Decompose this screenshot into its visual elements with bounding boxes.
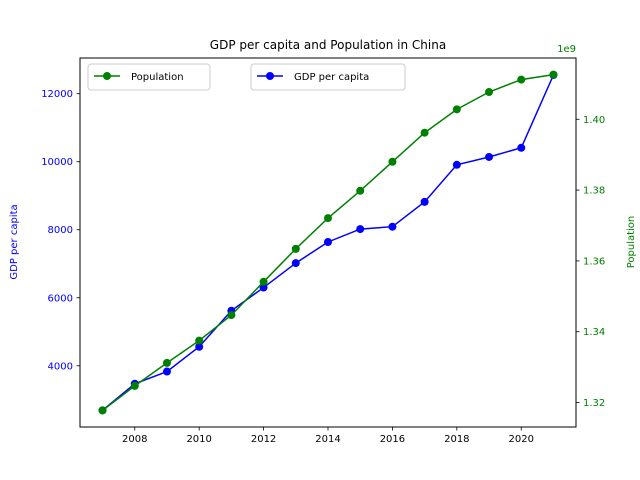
legend-gdp-box	[250, 63, 406, 91]
x-tick-label: 2020	[509, 434, 534, 445]
point-population-2017	[420, 128, 429, 137]
point-population-2016	[388, 157, 397, 166]
legend-population-marker	[103, 72, 111, 80]
point-gdp-per-capita-2012	[259, 283, 268, 292]
y-left-tick-label: 4000	[48, 361, 73, 372]
point-gdp-per-capita-2017	[420, 197, 429, 206]
point-population-2013	[291, 244, 300, 253]
point-population-2015	[356, 186, 365, 195]
point-gdp-per-capita-2015	[356, 225, 365, 234]
legend-gdp: GDP per capita	[250, 63, 406, 91]
y-right-tick-label: 1.34	[583, 327, 605, 338]
point-gdp-per-capita-2013	[291, 259, 300, 268]
x-tick-label: 2018	[444, 434, 469, 445]
legend-population-box	[87, 63, 211, 91]
y-right-tick-label: 1.38	[583, 186, 605, 197]
y-axis-left-label: GDP per capita	[9, 204, 20, 279]
point-population-2021	[549, 70, 558, 79]
point-gdp-per-capita-2010	[195, 342, 204, 351]
x-tick-label: 2010	[186, 434, 211, 445]
point-gdp-per-capita-2016	[388, 222, 397, 231]
x-tick-label: 2014	[315, 434, 340, 445]
x-tick-label: 2012	[251, 434, 276, 445]
legend-gdp-marker	[266, 72, 274, 80]
y-left-tick-label: 10000	[41, 157, 73, 168]
point-population-2012	[259, 277, 268, 286]
point-population-2009	[162, 358, 171, 367]
y-axis-right-label: Population	[626, 216, 637, 269]
y-right-tick-label: 1.32	[583, 398, 605, 409]
x-axis: 2008 2010 2012 2014 2016 2018 2020	[122, 427, 534, 445]
y-axis-right: 1.32 1.34 1.36 1.38 1.40	[576, 115, 605, 409]
point-population-2020	[517, 75, 526, 84]
x-tick-label: 2016	[380, 434, 405, 445]
point-population-2019	[485, 88, 494, 96]
point-gdp-per-capita-2009	[162, 367, 171, 376]
legend-population-label: Population	[131, 72, 184, 83]
y-left-tick-label: 12000	[41, 89, 73, 100]
point-gdp-per-capita-2014	[324, 237, 332, 246]
point-population-2008	[130, 381, 139, 390]
legend-gdp-label: GDP per capita	[294, 72, 369, 83]
series-layer	[98, 70, 558, 415]
chart-title: GDP per capita and Population in China	[210, 38, 446, 52]
point-gdp-per-capita-2018	[452, 160, 461, 169]
point-population-2007	[98, 406, 107, 415]
point-population-2011	[227, 311, 236, 320]
y-left-tick-label: 8000	[48, 225, 73, 236]
legend-population: Population	[87, 63, 211, 91]
y-right-tick-label: 1.36	[583, 256, 605, 267]
x-tick-label: 2008	[122, 434, 147, 445]
point-gdp-per-capita-2019	[485, 152, 494, 161]
point-gdp-per-capita-2020	[517, 143, 526, 152]
y-left-tick-label: 6000	[48, 293, 73, 304]
y-axis-left: 4000 6000 8000 10000 12000	[41, 89, 80, 372]
point-population-2014	[324, 214, 332, 223]
point-population-2018	[452, 105, 461, 114]
y-axis-right-offset-text: 1e9	[557, 44, 576, 55]
point-population-2010	[195, 336, 204, 345]
y-right-tick-label: 1.40	[583, 115, 605, 126]
